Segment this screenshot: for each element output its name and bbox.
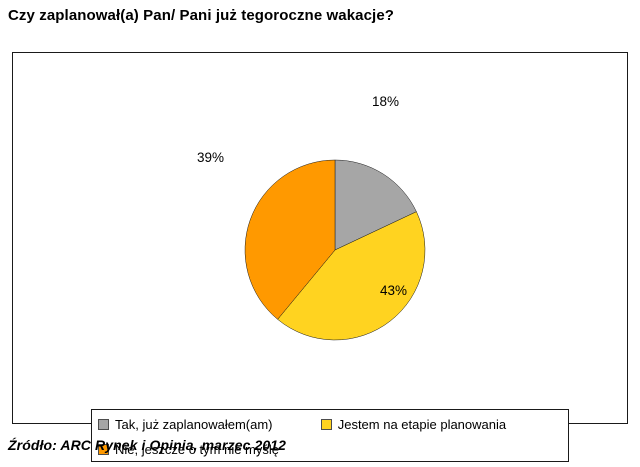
legend-swatch (98, 444, 109, 455)
pie-slice (277, 211, 426, 341)
pie-data-label: 18% (372, 94, 400, 109)
legend-label: Nie, jeszcze o tym nie myślę (115, 442, 279, 457)
legend-swatch (320, 419, 332, 430)
pie-svg (244, 159, 426, 341)
pie-chart (243, 158, 427, 342)
source-note: Źródło: ARC Rynek i Opinia, marzec 2012 (8, 437, 287, 453)
pie-slice (334, 159, 417, 251)
legend-label: Tak, już zaplanowałem(am) (115, 417, 273, 432)
legend-swatch (98, 419, 109, 430)
pie-data-label: 39% (197, 150, 225, 165)
legend-item: Nie, jeszcze o tym nie myślę (98, 442, 321, 457)
chart-legend: Tak, już zaplanowałem(am) Jestem na etap… (91, 409, 569, 462)
chart-frame: Tak, już zaplanowałem(am) Jestem na etap… (12, 52, 628, 462)
legend-item: Tak, już zaplanowałem(am) (98, 417, 321, 432)
pie-slice (244, 159, 336, 320)
legend-item: Jestem na etapie planowania (320, 417, 562, 432)
page-title: Czy zaplanował(a) Pan/ Pani już tegorocz… (8, 7, 395, 24)
pie-data-label: 43% (380, 283, 408, 298)
legend-label: Jestem na etapie planowania (337, 417, 507, 432)
